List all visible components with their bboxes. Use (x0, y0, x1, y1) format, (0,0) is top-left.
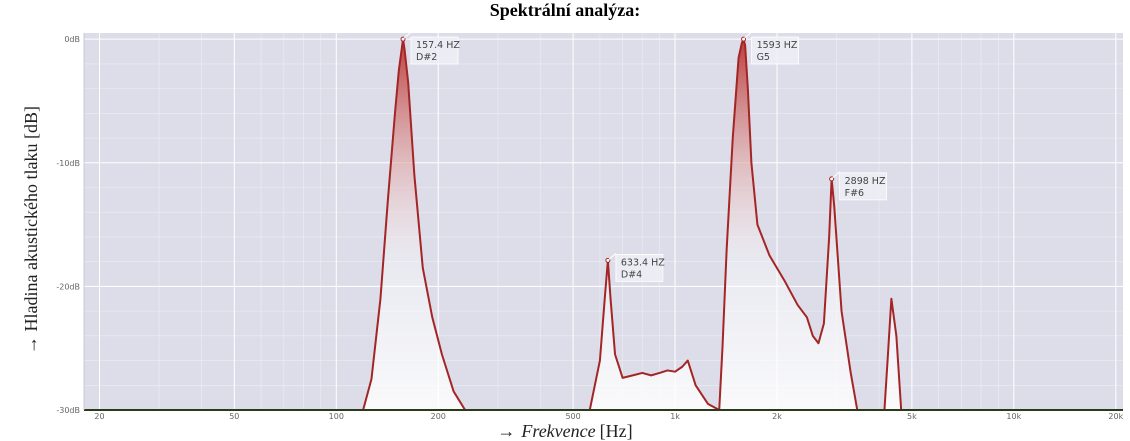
annotation-leader (744, 31, 752, 39)
y-tick-label: -30dB (56, 406, 80, 415)
x-tick-label: 2k (772, 412, 782, 421)
grid (84, 33, 1123, 411)
axes: 20 50 100 200 500 1k 2k 5k 10k 20k 0dB -10dB -20dB -3… (56, 33, 1124, 421)
x-tick-label: 100 (329, 412, 344, 421)
x-axis-unit: [Hz] (599, 421, 633, 441)
annotation-frequency: 157.4 HZ (416, 40, 460, 51)
chart-title: Spektrální analýza: (489, 0, 641, 20)
y-tick-label: -10dB (56, 159, 80, 168)
x-axis-label: → Frekvence [Hz] (0, 421, 1130, 441)
annotation-note: D#2 (416, 52, 437, 63)
annotation-frequency: 2898 HZ (845, 176, 886, 187)
annotation-frequency: 1593 HZ (757, 40, 798, 51)
y-tick-label: 0dB (64, 35, 80, 44)
annotation-leader (403, 31, 412, 39)
x-tick-label: 50 (229, 412, 239, 421)
x-tick-label: 20 (94, 412, 104, 421)
x-tick-label: 500 (565, 412, 580, 421)
annotation-box (839, 172, 888, 201)
peak-annotation: 157.4 HZD#2 (400, 31, 460, 65)
annotation-box (751, 36, 799, 65)
x-tick-label: 200 (431, 412, 446, 421)
x-axis-arrow: → (497, 421, 516, 441)
annotation-leader (832, 171, 840, 179)
series-area (84, 39, 1123, 411)
annotation-note: D#4 (621, 269, 642, 280)
peak-annotation: 2898 HZF#6 (829, 171, 888, 201)
series-layer (84, 38, 1123, 411)
x-tick-label: 5k (907, 412, 917, 421)
annotation-box (615, 254, 664, 282)
annotation-box (410, 36, 459, 65)
x-tick-label: 10k (1006, 412, 1021, 421)
annotation-frequency: 633.4 HZ (621, 257, 665, 268)
x-tick-label: 20k (1108, 412, 1123, 421)
y-tick-label: -20dB (56, 282, 80, 291)
x-tick-label: 1k (670, 412, 680, 421)
x-axis-name: Frekvence (521, 421, 596, 441)
series-line (84, 38, 1123, 411)
peak-annotation: 633.4 HZD#4 (605, 253, 665, 282)
annotation-leader (608, 253, 617, 260)
annotation-note: F#6 (845, 188, 864, 199)
annotation-note: G5 (757, 52, 770, 63)
